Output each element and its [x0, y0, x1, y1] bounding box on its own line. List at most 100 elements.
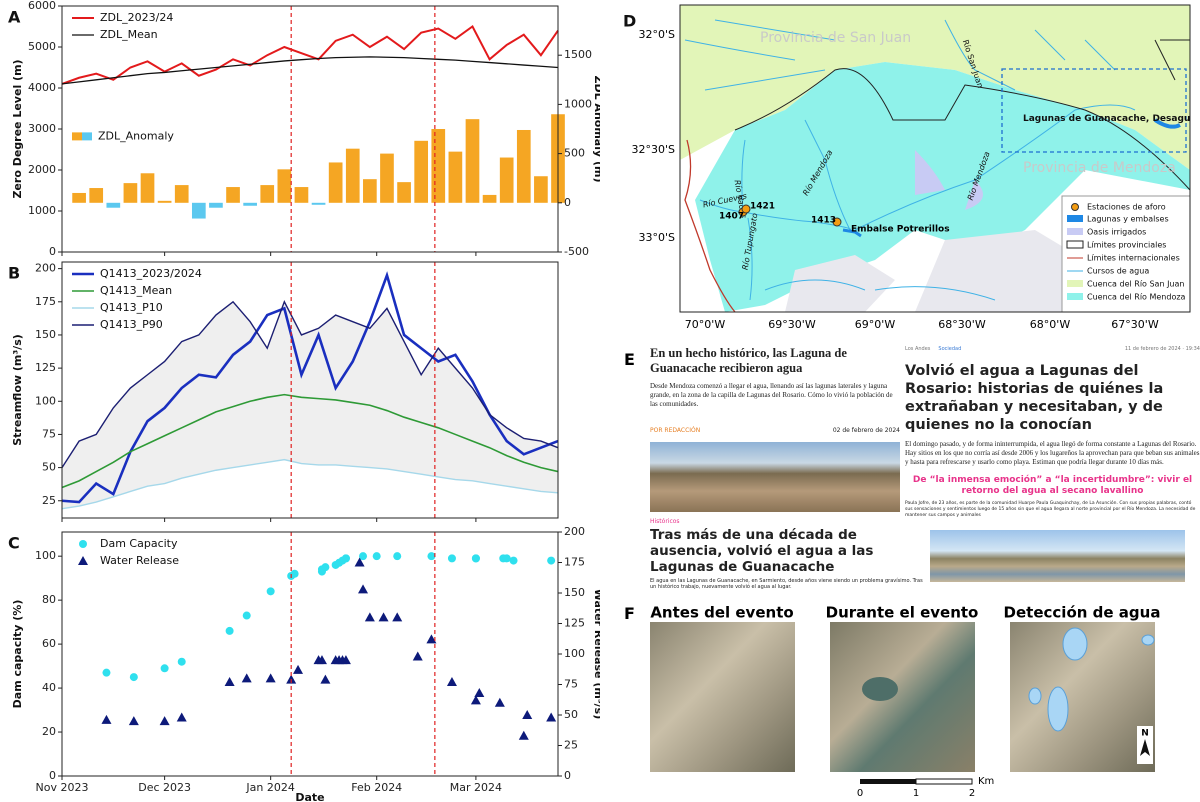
bar [278, 169, 292, 202]
legend-label: Dam Capacity [100, 537, 178, 550]
outlet: Los Andes [905, 346, 930, 352]
water-mask [1063, 628, 1087, 660]
bar [517, 130, 531, 203]
point [547, 557, 555, 565]
y2-tick-label: 500 [564, 147, 585, 160]
bar [431, 129, 445, 203]
bar [466, 119, 480, 203]
station-label: 1421 [750, 202, 775, 212]
y-tick-label: 75 [42, 427, 56, 440]
bar [346, 149, 360, 203]
bar [192, 203, 206, 219]
bar [397, 182, 411, 203]
bar [329, 162, 343, 202]
bar [312, 203, 326, 205]
y-tick-label: 20 [42, 725, 56, 738]
point [293, 665, 303, 674]
lon-label: 68°30'W [938, 318, 986, 331]
legend-label: Q1413_Mean [100, 284, 172, 297]
x-tick-label: Nov 2023 [36, 781, 89, 794]
point [373, 552, 381, 560]
subheadline: De “la inmensa emoción” a “la incertidum… [905, 475, 1200, 497]
y2-tick-label: 1500 [564, 48, 592, 61]
y2-tick-label: 200 [564, 525, 585, 538]
y2-axis-label: Water Release (m³/s) [592, 589, 600, 719]
legend-label: Cuenca del Río Mendoza [1087, 293, 1186, 302]
bar [380, 154, 394, 203]
panel-label: F [624, 604, 635, 623]
legend-swatch [1067, 241, 1083, 248]
y2-tick-label: 1000 [564, 97, 592, 110]
point [320, 675, 330, 684]
date: 11 de febrero de 2024 · 19:34 [1125, 346, 1200, 352]
point [178, 658, 186, 666]
date: 02 de febrero de 2024 [833, 427, 900, 434]
legend-label: Oasis irrigados [1087, 228, 1146, 237]
bar [483, 195, 497, 203]
y-axis-label: Streamflow (m³/s) [11, 334, 24, 446]
headline: En un hecho histórico, las Laguna de Gua… [650, 346, 900, 376]
y2-tick-label: -500 [564, 245, 589, 258]
legend-label: ZDL_Anomaly [98, 129, 174, 142]
lead: El agua en las Lagunas de Guanacache, en… [650, 578, 930, 590]
legend-swatch [1067, 215, 1083, 222]
y-tick-label: 100 [35, 549, 56, 562]
scale-bar [916, 779, 972, 784]
legend-label: Q1413_P90 [100, 318, 163, 331]
north-label: N [1141, 729, 1149, 739]
station-label: 1407 [719, 212, 744, 222]
lead: Desde Mendoza comenzó a llegar el agua, … [650, 382, 900, 409]
y2-tick-label: 100 [564, 647, 585, 660]
water-patch [862, 677, 898, 701]
point [474, 688, 484, 697]
point [160, 716, 170, 725]
y-tick-label: 6000 [28, 0, 56, 12]
legend-label: Estaciones de aforo [1087, 203, 1166, 212]
legend-swatch [1067, 228, 1083, 235]
point [321, 563, 329, 571]
byline: POR REDACCIÓN [650, 427, 700, 434]
point [392, 612, 402, 621]
y-tick-label: 125 [35, 361, 56, 374]
legend-swatch [79, 540, 87, 548]
water-mask [1029, 688, 1041, 704]
y2-tick-label: 0 [564, 769, 571, 782]
province-label: Provincia de San Juan [760, 30, 911, 46]
section: Sociedad [938, 346, 961, 352]
y-tick-label: 175 [35, 295, 56, 308]
bar [500, 158, 514, 203]
time-series-panels: 0100020003000400050006000-50005001000150… [0, 0, 600, 802]
legend-label: ZDL_2023/24 [100, 11, 173, 24]
y2-tick-label: 25 [564, 739, 578, 752]
bar [243, 203, 257, 206]
bar [449, 152, 463, 203]
legend-label: Q1413_P10 [100, 301, 163, 314]
legend-label: Lagunas y embalses [1087, 215, 1169, 224]
bar [158, 201, 172, 203]
x-tick-label: Dec 2023 [138, 781, 191, 794]
province-label: Provincia de Mendoza [1023, 160, 1176, 176]
legend-label: Límites internacionales [1087, 254, 1180, 263]
bar [175, 185, 189, 203]
map-panel: D Provincia de San Juan Provincia de Men… [615, 0, 1200, 336]
news-clip-bottom: Históricos Tras más de una década de aus… [650, 518, 930, 594]
x-tick-label: Jan 2024 [245, 781, 294, 794]
legend-label: Cursos de agua [1087, 267, 1149, 276]
legend-label: Límites provinciales [1087, 241, 1166, 250]
inset-label-text: Lagunas de Guanacache, Desaguadero y del… [1023, 114, 1200, 124]
reservoir-label: Embalse Potrerillos [851, 225, 950, 235]
panel-label: A [8, 8, 21, 27]
point [379, 612, 389, 621]
point [546, 712, 556, 721]
point [448, 554, 456, 562]
plot-frame [62, 532, 558, 776]
y2-tick-label: 0 [564, 196, 571, 209]
legend-swatch [1072, 204, 1079, 211]
bar [89, 188, 103, 203]
point [522, 710, 532, 719]
news-clip-left: En un hecho histórico, las Laguna de Gua… [650, 346, 900, 518]
y-tick-label: 1000 [28, 204, 56, 217]
image-before [650, 622, 795, 772]
bar [226, 187, 240, 203]
point [447, 677, 457, 686]
